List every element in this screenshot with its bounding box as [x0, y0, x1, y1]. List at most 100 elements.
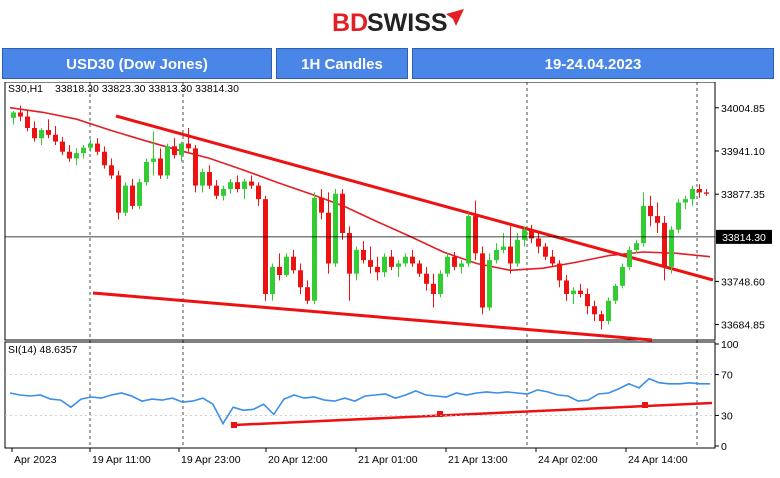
price-tick-label: 33941.10 [721, 146, 765, 158]
candle [354, 246, 359, 281]
candle [487, 253, 492, 311]
indicator-line [9, 377, 710, 426]
candle [151, 131, 156, 176]
candle [200, 168, 205, 193]
candle [228, 178, 233, 194]
candle [235, 175, 240, 193]
candle [452, 251, 457, 271]
candle [648, 195, 653, 227]
candle [508, 226, 513, 274]
candlestick-chart: 33814.30 34004.85 33941.10 33877.35 33748.6… [4, 82, 772, 466]
candle [32, 121, 37, 142]
candle [95, 138, 100, 156]
candle [382, 253, 387, 278]
candle [144, 158, 149, 186]
candle [494, 243, 499, 264]
candle [641, 192, 646, 247]
candle [158, 148, 163, 179]
time-tick-label: Apr 2023 [14, 454, 57, 466]
candle [53, 125, 58, 145]
candle [669, 226, 674, 274]
candle [697, 184, 702, 198]
current-price-label: 33814.30 [722, 232, 766, 244]
ohlc-label: 33818.30 33823.30 33813.30 33814.30 [55, 83, 239, 95]
candle [501, 233, 506, 254]
time-tick-label: 21 Apr 13:00 [448, 454, 508, 466]
candle [270, 263, 275, 301]
candle [165, 143, 170, 179]
candle [529, 224, 534, 244]
candle [81, 144, 86, 159]
candle [557, 260, 562, 288]
candle [606, 297, 611, 325]
time-tick-label: 19 Apr 11:00 [92, 454, 151, 466]
candle [179, 141, 184, 162]
candle [592, 300, 597, 322]
moving-average-line [9, 106, 711, 272]
time-tick-label: 21 Apr 01:00 [358, 454, 418, 466]
candle [116, 170, 121, 220]
chart-header-banner: USD30 (Dow Jones) 1H Candles 19-24.04.20… [0, 46, 780, 81]
candle [662, 216, 667, 281]
bdswiss-logo: BD SWISS [332, 9, 464, 37]
candle [193, 144, 198, 193]
candle [438, 270, 443, 298]
candle [102, 146, 107, 169]
indicator-label: SI(14) 48.6357 [8, 344, 78, 356]
candle [655, 202, 660, 234]
candle [613, 283, 618, 305]
candle [333, 188, 338, 267]
candle [326, 192, 331, 274]
candle [214, 180, 219, 200]
timeframe-title: 1H Candles [276, 48, 408, 79]
candle [578, 283, 583, 298]
candle [242, 178, 247, 200]
candle [466, 212, 471, 267]
candle [263, 195, 268, 301]
date-range-title: 19-24.04.2023 [412, 48, 774, 79]
candle [690, 185, 695, 206]
candle [704, 188, 709, 196]
indicator-trendline-marker [437, 411, 443, 417]
indicator-trendline-marker [231, 422, 237, 428]
candle [46, 119, 51, 139]
candle [221, 185, 226, 201]
candle [571, 287, 576, 305]
instrument-label: S30,H1 [8, 83, 43, 95]
candle [67, 144, 72, 162]
candle [550, 249, 555, 267]
candle [375, 256, 380, 281]
candle [459, 260, 464, 274]
candle [123, 182, 128, 217]
candle [347, 226, 352, 301]
candle [305, 280, 310, 305]
price-tick-label: 33748.60 [721, 276, 765, 288]
candle [396, 260, 401, 278]
candle [564, 275, 569, 301]
indicator-trendline-marker [642, 402, 648, 408]
candle [634, 239, 639, 254]
candle [256, 182, 261, 206]
time-tick-label: 20 Apr 12:00 [268, 454, 328, 466]
indicator-tick-label: 100 [721, 339, 739, 351]
candle [186, 128, 191, 152]
candle [417, 260, 422, 278]
logo-text-swiss: SWISS [367, 9, 448, 37]
logo-text-bd: BD [332, 9, 368, 37]
time-tick-label: 19 Apr 23:00 [181, 454, 241, 466]
lower-support-trendline [92, 291, 653, 342]
time-tick-label: 24 Apr 02:00 [538, 454, 598, 466]
candle [473, 200, 478, 261]
candle [312, 192, 317, 305]
price-tick-label: 34004.85 [721, 103, 765, 115]
candle [60, 136, 65, 156]
candle [445, 253, 450, 278]
candle [480, 246, 485, 315]
candle [109, 158, 114, 179]
candle [207, 165, 212, 189]
candle [74, 148, 79, 166]
indicator-tick-label: 0 [721, 441, 727, 453]
candle [11, 111, 16, 125]
candle [25, 109, 30, 132]
candle [389, 249, 394, 271]
